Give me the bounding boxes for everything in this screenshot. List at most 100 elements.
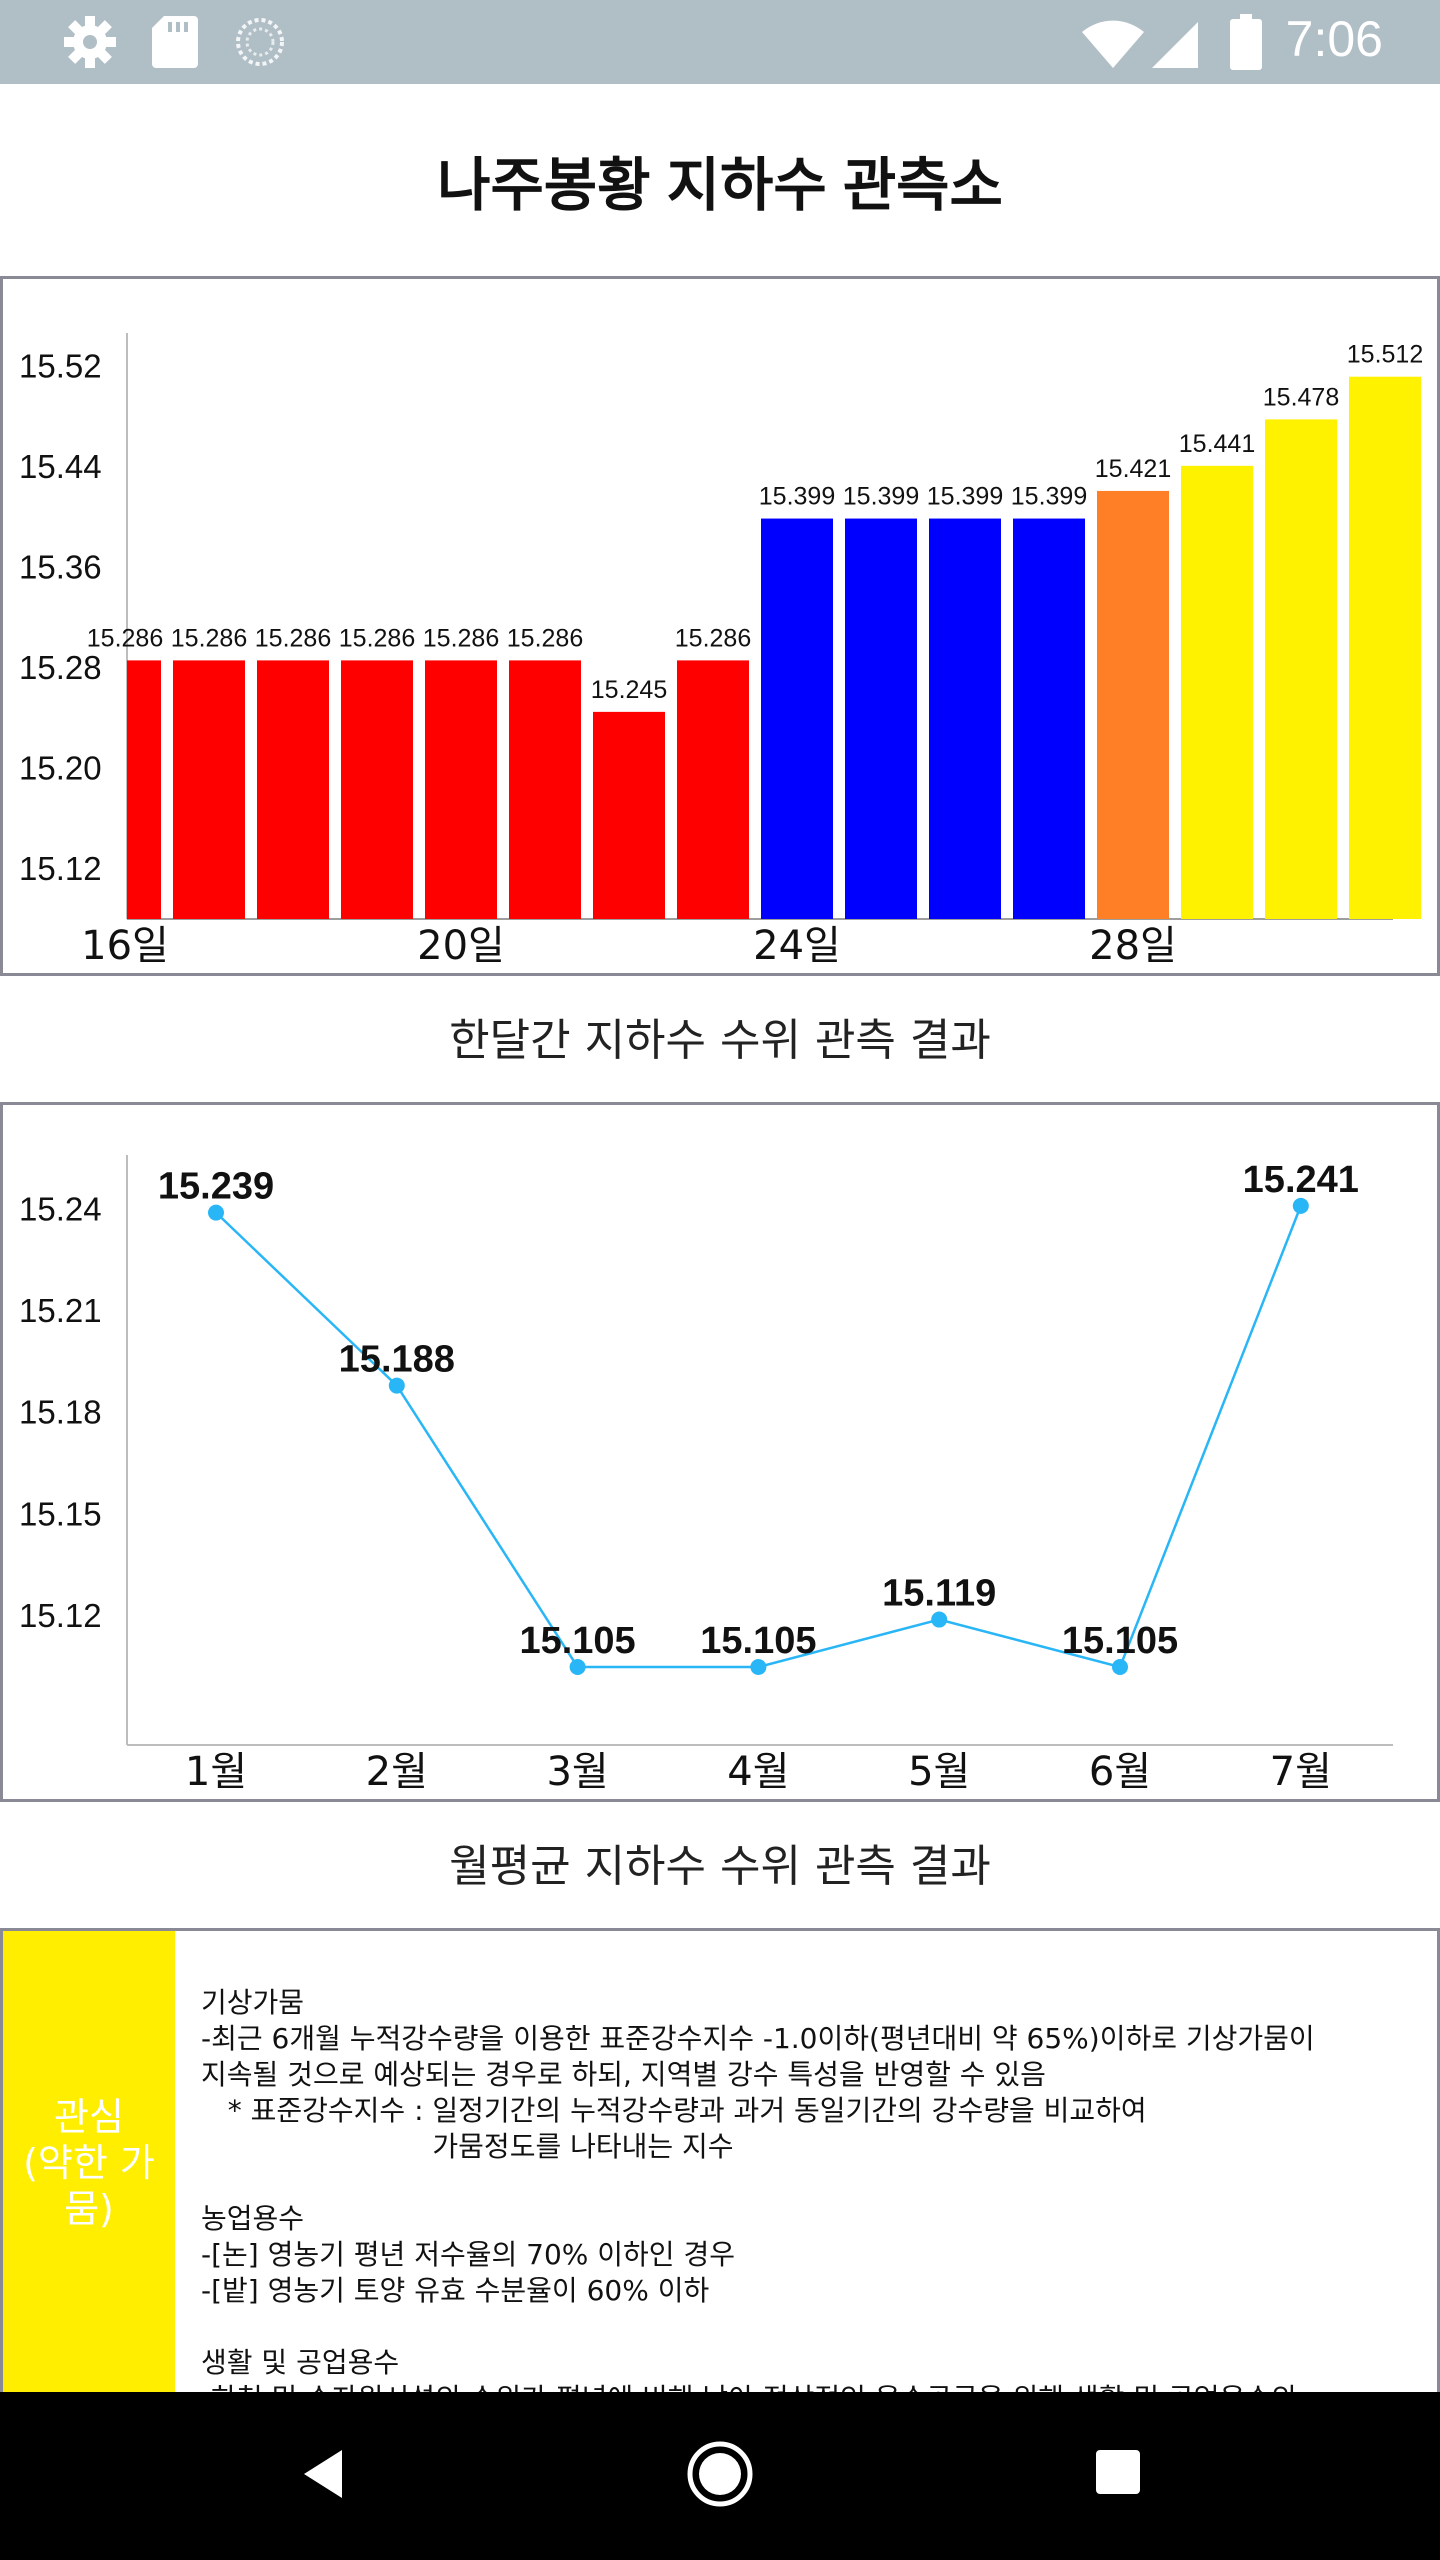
bar [1181, 465, 1253, 919]
bar [173, 660, 245, 919]
description-line: 기상가뭄 [201, 1986, 305, 2019]
point-value-label: 15.105 [519, 1620, 635, 1662]
bar [761, 518, 833, 919]
bar-value-label: 15.286 [339, 624, 415, 652]
description-line: 생활 및 공업용수 [201, 2346, 400, 2379]
description-line: 농업용수 [201, 2202, 305, 2235]
data-point [1292, 1197, 1309, 1214]
y-tick-label: 15.15 [19, 1495, 102, 1532]
data-point [208, 1204, 224, 1221]
y-tick-label: 15.28 [19, 649, 102, 686]
x-tick-label: 4월 [727, 1749, 789, 1795]
bar-value-label: 15.399 [927, 483, 1003, 511]
bar-value-label: 15.286 [675, 624, 751, 652]
x-tick-label: 7월 [1270, 1749, 1332, 1795]
description-line: 가뭄정도를 나타내는 지수 [201, 2130, 734, 2163]
x-tick-label: 6월 [1089, 1749, 1151, 1795]
x-tick-label: 16일 [81, 923, 169, 969]
data-point [931, 1611, 948, 1628]
bar [845, 518, 917, 919]
battery-icon [1230, 14, 1262, 70]
y-tick-label: 15.18 [19, 1394, 102, 1431]
bar-value-label: 15.512 [1347, 341, 1423, 369]
bar [127, 660, 161, 919]
page-title: 나주봉황 지하수 관측소 [437, 153, 1003, 218]
monthly-line-chart: 15.12 15.15 15.18 15.21 15.24 15.239 15.188 15.… [0, 1102, 1440, 1802]
sd-card-icon [152, 16, 198, 68]
monthly-chart-caption: 월평균 지하수 수위 관측 결과 [449, 1841, 991, 1892]
bar-value-label: 15.478 [1263, 383, 1339, 411]
y-tick-label: 15.21 [19, 1292, 102, 1329]
description-line: -[논] 영농기 평년 저수율의 70% 이하인 경우 [201, 2238, 735, 2271]
point-value-label: 15.188 [339, 1339, 455, 1381]
description-line: 지속될 것으로 예상되는 경우로 하되, 지역별 강수 특성을 반영할 수 있음 [201, 2058, 1046, 2091]
drought-level-description: 기상가뭄 -최근 6개월 누적강수량을 이용한 표준강수지수 -1.0이하(평년대… [201, 1985, 1437, 2395]
signal-icon [1152, 22, 1198, 68]
data-point [750, 1659, 767, 1676]
daily-bar-chart-svg: 15.12 15.20 15.28 15.36 15.44 15.52 15.286 15.2… [19, 333, 1423, 969]
bar-value-label: 15.286 [507, 624, 583, 652]
series-line [215, 1205, 1302, 1669]
bar-value-label: 15.286 [171, 624, 247, 652]
bar-value-label: 15.399 [843, 483, 919, 511]
bar-value-label: 15.421 [1095, 455, 1171, 483]
point-value-label: 15.239 [158, 1166, 274, 1208]
drought-level-cell: 관심 (약한 가뭄) [3, 1931, 175, 2395]
bar [677, 660, 749, 919]
drought-level-label: 관심 (약한 가뭄) [23, 2095, 155, 2231]
bar [929, 518, 1001, 919]
data-point [388, 1377, 405, 1394]
description-line [201, 2165, 1437, 2201]
y-tick-label: 15.12 [19, 1597, 102, 1634]
home-icon[interactable] [684, 2438, 756, 2510]
description-line: -하천 및 수자원시설의 수위가 평년에 비해 낮아 정상적인 용수공급을 위해… [201, 2381, 1437, 2395]
point-value-label: 15.105 [700, 1620, 816, 1662]
back-icon[interactable] [298, 2446, 348, 2502]
x-tick-label: 5월 [908, 1749, 970, 1795]
wifi-icon [1082, 20, 1144, 68]
x-tick-label: 1월 [185, 1749, 247, 1795]
bar-value-label: 15.286 [87, 624, 163, 652]
y-tick-label: 15.20 [19, 749, 102, 786]
y-tick-label: 15.12 [19, 850, 102, 887]
recents-icon[interactable] [1094, 2448, 1142, 2496]
daily-chart-caption: 한달간 지하수 수위 관측 결과 [449, 1015, 991, 1066]
navigation-bar [0, 2392, 1440, 2560]
bar [1013, 518, 1085, 919]
y-tick-label: 15.24 [19, 1190, 102, 1227]
bar-value-label: 15.245 [591, 676, 667, 704]
y-tick-label: 15.36 [19, 549, 102, 586]
point-value-label: 15.119 [882, 1573, 996, 1615]
x-tick-label: 20일 [417, 923, 505, 969]
bar-value-label: 15.399 [1011, 483, 1087, 511]
bar-value-label: 15.441 [1179, 430, 1255, 458]
bar [1349, 376, 1421, 919]
bar-value-label: 15.286 [423, 624, 499, 652]
x-tick-label: 2월 [366, 1749, 428, 1795]
y-tick-label: 15.52 [19, 348, 102, 385]
bar-value-label: 15.399 [759, 483, 835, 511]
bar [257, 660, 329, 919]
x-tick-label: 3월 [546, 1749, 608, 1795]
description-line: -[밭] 영농기 토양 유효 수분율이 60% 이하 [201, 2274, 710, 2307]
bar-value-label: 15.286 [255, 624, 331, 652]
x-tick-label: 24일 [753, 923, 841, 969]
point-value-label: 15.241 [1243, 1159, 1359, 1201]
status-bar: 7:06 [0, 0, 1440, 84]
bar [509, 660, 581, 919]
description-line: * 표준강수지수 : 일정기간의 누적강수량과 과거 동일기간의 강수량을 비교… [201, 2094, 1147, 2127]
drought-level-panel: 관심 (약한 가뭄) 기상가뭄 -최근 6개월 누적강수량을 이용한 표준강수지수… [0, 1928, 1440, 2398]
y-tick-label: 15.44 [19, 448, 102, 485]
bar [1265, 419, 1337, 919]
point-value-label: 15.105 [1062, 1620, 1178, 1662]
bar [341, 660, 413, 919]
sync-icon [236, 18, 284, 66]
bar [593, 711, 665, 919]
gear-icon [64, 16, 116, 68]
data-point [569, 1659, 586, 1676]
daily-bar-chart: 15.12 15.20 15.28 15.36 15.44 15.52 15.286 15.2… [0, 276, 1440, 976]
data-point [1112, 1659, 1128, 1676]
bar [1097, 490, 1169, 919]
bar [425, 660, 497, 919]
x-tick-label: 28일 [1089, 923, 1177, 969]
